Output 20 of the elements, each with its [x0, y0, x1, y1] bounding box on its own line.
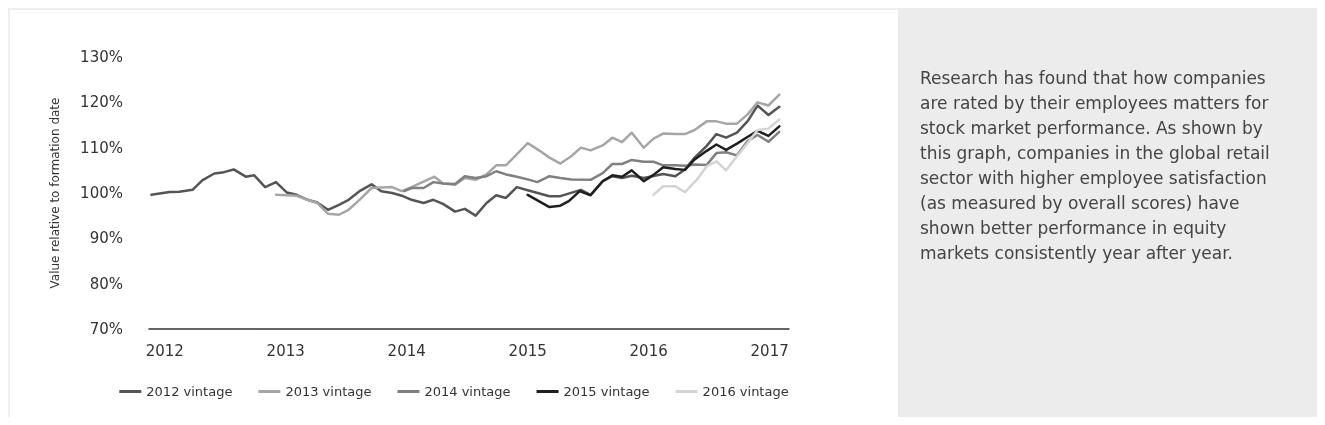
- x-tick-label: 2015: [508, 341, 547, 360]
- x-tick-label: 2013: [266, 341, 305, 360]
- legend-label: 2014 vintage: [424, 384, 511, 399]
- legend-label: 2012 vintage: [146, 384, 233, 399]
- x-tick-label: 2017: [750, 341, 789, 360]
- y-tick-label: 110%: [80, 138, 123, 157]
- text: Research has found that how companies are rated by their employees matters for stock market performance. As shown by this graph, companies in the global retail sector with higher employee satisfaction (as measured by overall scores) have shown better performance in equity markets consistently year after year.: [920, 67, 1271, 265]
- y-tick-label: 100%: [80, 184, 123, 202]
- legend-label: 2016 vintage: [702, 384, 789, 399]
- y-tick-label: 80%: [89, 274, 123, 293]
- y-tick-label: 70%: [89, 320, 123, 338]
- y-axis-title: Value relative to formation date: [48, 97, 62, 289]
- x-tick-label: 2016: [629, 341, 668, 360]
- legend-label: 2015 vintage: [563, 384, 650, 399]
- y-tick-label: 130%: [80, 48, 123, 66]
- x-tick-label: 2012: [145, 341, 184, 360]
- y-tick-label: 90%: [89, 229, 123, 248]
- y-tick-label: 120%: [80, 93, 123, 112]
- legend-label: 2013 vintage: [285, 384, 372, 399]
- x-tick-label: 2014: [387, 341, 426, 360]
